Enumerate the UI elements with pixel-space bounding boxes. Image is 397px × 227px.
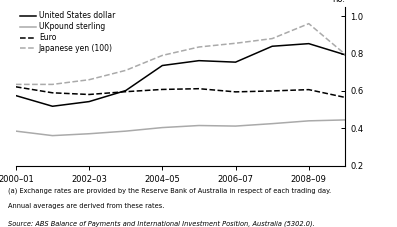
Legend: United States dollar, UKpound sterling, Euro, Japanese yen (100): United States dollar, UKpound sterling, … bbox=[20, 11, 116, 54]
United States dollar bbox=[270, 45, 275, 48]
Japanese yen (100) bbox=[87, 78, 91, 81]
Text: no.: no. bbox=[332, 0, 345, 4]
United States dollar bbox=[50, 105, 55, 108]
Line: UKpound sterling: UKpound sterling bbox=[16, 120, 345, 136]
UKpound sterling bbox=[270, 122, 275, 125]
Euro bbox=[343, 96, 348, 99]
United States dollar bbox=[306, 42, 311, 45]
United States dollar bbox=[13, 94, 18, 97]
Japanese yen (100) bbox=[13, 83, 18, 86]
Text: (a) Exchange rates are provided by the Reserve Bank of Australia in respect of e: (a) Exchange rates are provided by the R… bbox=[8, 187, 331, 194]
United States dollar bbox=[123, 89, 128, 92]
UKpound sterling bbox=[123, 130, 128, 133]
United States dollar bbox=[233, 61, 238, 64]
UKpound sterling bbox=[13, 130, 18, 133]
United States dollar bbox=[197, 59, 201, 62]
Euro bbox=[87, 93, 91, 96]
Text: Source: ABS Balance of Payments and International Investment Position, Australia: Source: ABS Balance of Payments and Inte… bbox=[8, 220, 315, 227]
Japanese yen (100) bbox=[160, 54, 165, 57]
UKpound sterling bbox=[233, 125, 238, 127]
Euro bbox=[160, 88, 165, 91]
UKpound sterling bbox=[50, 134, 55, 137]
Japanese yen (100) bbox=[123, 69, 128, 72]
UKpound sterling bbox=[87, 132, 91, 135]
Line: United States dollar: United States dollar bbox=[16, 44, 345, 106]
Euro bbox=[197, 87, 201, 90]
Japanese yen (100) bbox=[306, 22, 311, 25]
UKpound sterling bbox=[197, 124, 201, 127]
Euro bbox=[123, 90, 128, 93]
UKpound sterling bbox=[160, 126, 165, 129]
United States dollar bbox=[87, 100, 91, 103]
Euro bbox=[50, 91, 55, 94]
Japanese yen (100) bbox=[270, 37, 275, 40]
Euro bbox=[306, 88, 311, 91]
Text: Annual averages are derived from these rates.: Annual averages are derived from these r… bbox=[8, 203, 164, 209]
Japanese yen (100) bbox=[343, 53, 348, 56]
Line: Euro: Euro bbox=[16, 87, 345, 97]
Line: Japanese yen (100): Japanese yen (100) bbox=[16, 24, 345, 84]
Euro bbox=[270, 90, 275, 92]
United States dollar bbox=[343, 54, 348, 56]
Japanese yen (100) bbox=[197, 46, 201, 48]
UKpound sterling bbox=[343, 118, 348, 121]
Japanese yen (100) bbox=[50, 83, 55, 86]
Japanese yen (100) bbox=[233, 42, 238, 45]
Euro bbox=[13, 85, 18, 88]
Euro bbox=[233, 91, 238, 93]
UKpound sterling bbox=[306, 119, 311, 122]
United States dollar bbox=[160, 64, 165, 67]
